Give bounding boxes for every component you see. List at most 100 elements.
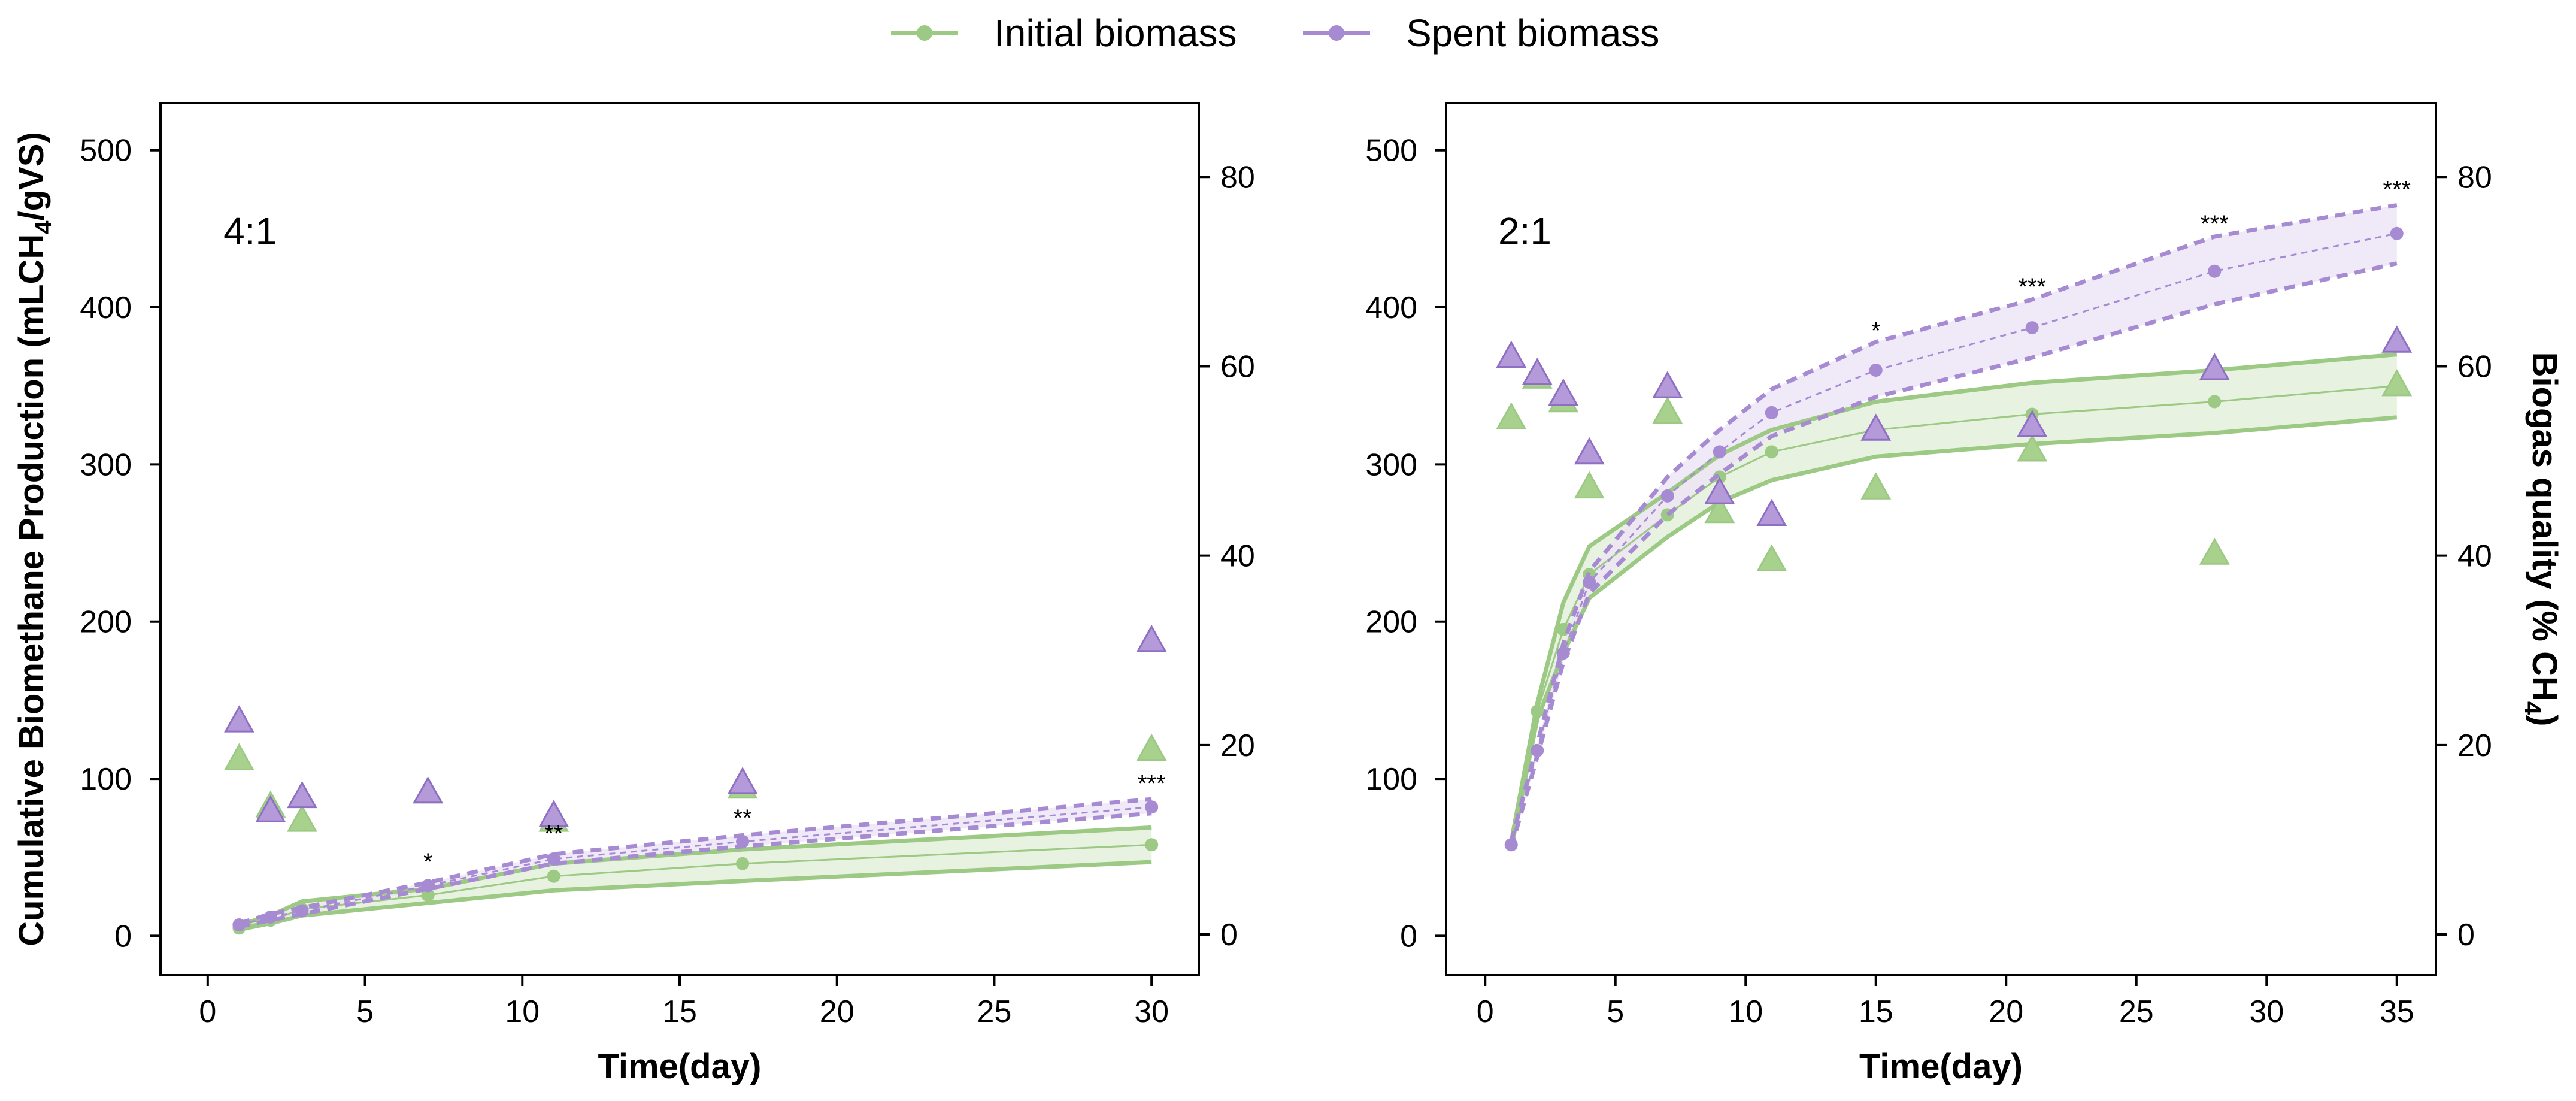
data-point-spent — [232, 918, 246, 932]
y-left-tick-label: 100 — [1365, 762, 1417, 797]
quality-marker-initial — [1496, 402, 1527, 429]
quality-marker-spent — [2017, 410, 2048, 437]
quality-marker-initial — [1704, 495, 1735, 524]
y-right-tick-label: 80 — [2457, 160, 2492, 195]
y-left-tick-label: 0 — [1400, 919, 1417, 954]
y-left-tick-label: 500 — [80, 134, 132, 168]
mean-line-initial — [1510, 385, 2397, 845]
quality-marker-spent — [2199, 353, 2230, 380]
data-point-spent — [1504, 838, 1518, 852]
y-right-tick-label: 20 — [1220, 728, 1255, 763]
x-tick-label: 15 — [662, 994, 697, 1029]
y-left-tick-label: 0 — [114, 919, 132, 954]
x-axis-title: Time(day) — [598, 1047, 762, 1086]
legend-marker-initial — [917, 25, 932, 41]
y-right-title-sub: 4 — [2519, 701, 2545, 715]
y-right-tick-label: 40 — [2457, 539, 2492, 574]
legend: Initial biomass Spent biomass — [891, 11, 1659, 55]
x-tick-label: 0 — [199, 994, 216, 1029]
data-point-spent — [263, 910, 277, 924]
quality-marker-initial — [1860, 472, 1892, 500]
y-right-tick-label: 60 — [1220, 349, 1255, 384]
y-right-tick-label: 40 — [1220, 539, 1255, 574]
y-left-tick-label: 500 — [1365, 134, 1417, 168]
y-left-tick-label: 300 — [80, 447, 132, 482]
significance-label: *** — [2201, 211, 2229, 237]
y-left-title-main: Cumulative Biomethane Production (mLCH — [12, 234, 51, 946]
quality-marker-spent — [255, 795, 286, 822]
quality-marker-spent — [287, 781, 317, 809]
panel-4-1: 0 5 10 15 20 25 300100200300400500020406080Tim… — [12, 102, 1255, 1086]
quality-marker-spent — [1574, 437, 1605, 465]
data-point-initial — [736, 857, 750, 870]
y-right-tick-label: 80 — [1220, 160, 1255, 195]
y-left-tick-label: 400 — [1365, 291, 1417, 325]
quality-marker-spent — [413, 776, 443, 804]
y-left-tick-label: 300 — [1365, 447, 1417, 482]
x-tick-label: 25 — [977, 994, 1012, 1029]
x-tick-label: 5 — [1607, 994, 1624, 1029]
panel-label: 2:1 — [1498, 210, 1551, 253]
x-axis-title: Time(day) — [1859, 1047, 2023, 1086]
y-right-tick-label: 0 — [2457, 918, 2475, 952]
x-tick-label: 5 — [356, 994, 374, 1029]
x-tick-label: 35 — [2380, 994, 2414, 1029]
quality-marker-spent — [1860, 413, 1892, 441]
data-point-spent — [421, 879, 435, 893]
panel-label: 4:1 — [223, 210, 277, 253]
significance-label: ** — [544, 821, 563, 847]
y-left-tick-label: 200 — [80, 605, 132, 640]
significance-label: *** — [2383, 176, 2411, 202]
x-tick-label: 20 — [820, 994, 854, 1029]
quality-marker-spent — [2381, 325, 2413, 353]
data-point-spent — [2025, 321, 2039, 335]
data-point-initial — [547, 869, 560, 883]
y-left-tick-label: 100 — [80, 762, 132, 797]
plot-frame — [1445, 102, 2437, 976]
band-initial — [1511, 354, 2397, 848]
x-tick-label: 10 — [505, 994, 540, 1029]
quality-marker-spent — [1704, 477, 1735, 504]
band-initial — [239, 827, 1152, 930]
quality-marker-spent — [1522, 358, 1553, 385]
x-tick-label: 25 — [2119, 994, 2154, 1029]
quality-marker-initial — [1574, 471, 1605, 499]
quality-marker-initial — [2017, 434, 2048, 462]
data-point-spent — [736, 835, 750, 849]
legend-label-initial: Initial biomass — [994, 11, 1237, 55]
quality-marker-spent — [1548, 378, 1579, 406]
data-point-spent — [1765, 406, 1778, 419]
significance-label: ** — [734, 805, 752, 831]
data-point-spent — [1531, 743, 1544, 757]
quality-marker-initial — [2381, 369, 2413, 397]
x-tick-label: 20 — [1989, 994, 2023, 1029]
y-left-tick-label: 200 — [1365, 605, 1417, 640]
quality-marker-spent — [1756, 498, 1787, 526]
y-left-tick-label: 400 — [80, 291, 132, 325]
quality-marker-spent — [1496, 340, 1527, 368]
quality-marker-initial — [1652, 396, 1683, 424]
y-right-tick-label: 60 — [2457, 349, 2492, 384]
x-tick-label: 30 — [1134, 994, 1169, 1029]
quality-marker-initial — [2199, 537, 2230, 565]
quality-marker-spent — [1136, 624, 1167, 652]
upper-bound-spent — [1509, 203, 2398, 842]
x-tick-label: 30 — [2249, 994, 2284, 1029]
quality-marker-initial — [1756, 544, 1787, 571]
data-point-spent — [1660, 489, 1674, 503]
y-left-axis-title: Cumulative Biomethane Production (mLCH4/… — [12, 132, 57, 946]
y-right-axis-title: Biogas quality (% CH4) — [2519, 352, 2564, 727]
data-point-spent — [1713, 445, 1726, 459]
legend-marker-spent — [1329, 25, 1344, 41]
y-right-title-main: Biogas quality (% CH — [2525, 352, 2564, 701]
y-right-tick-label: 20 — [2457, 728, 2492, 763]
significance-label: * — [423, 849, 433, 875]
quality-marker-spent — [224, 705, 254, 733]
data-point-initial — [421, 888, 435, 902]
data-point-spent — [1869, 363, 1883, 377]
quality-marker-spent — [1652, 371, 1683, 398]
data-point-spent — [2208, 264, 2222, 278]
panel-2-1: 0 5 10 15 20 25 30 35 0 100 200 300 400 500 0 20 40 60 80 T… — [1365, 102, 2564, 1086]
significance-label: *** — [2018, 274, 2046, 300]
